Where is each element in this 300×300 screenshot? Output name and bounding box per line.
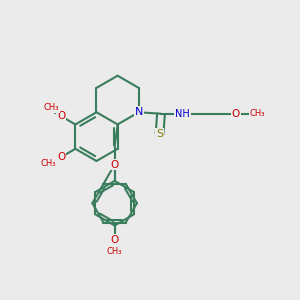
Text: CH₃: CH₃ xyxy=(250,109,265,118)
Text: CH₃: CH₃ xyxy=(44,103,59,112)
Text: N: N xyxy=(134,107,143,117)
Text: CH₃: CH₃ xyxy=(40,159,56,168)
Text: O: O xyxy=(57,111,65,121)
Text: O: O xyxy=(232,109,240,119)
Text: O: O xyxy=(110,160,119,170)
Text: O: O xyxy=(110,235,119,245)
Text: O: O xyxy=(57,152,65,162)
Text: NH: NH xyxy=(175,109,190,119)
Text: S: S xyxy=(156,129,163,139)
Text: CH₃: CH₃ xyxy=(107,247,122,256)
